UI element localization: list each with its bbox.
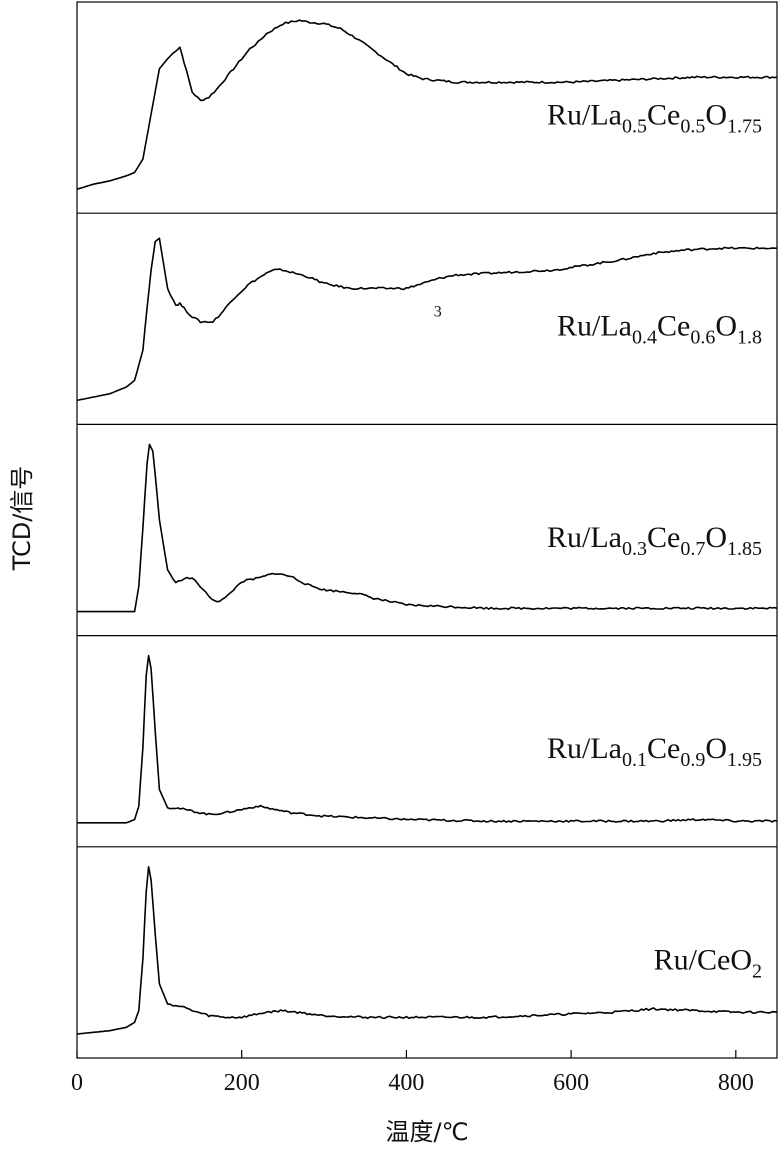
x-tick-label: 200 <box>224 1070 260 1096</box>
y-axis-title: TCD/信号 <box>8 466 36 572</box>
x-tick-label: 600 <box>553 1070 589 1096</box>
series-line-2 <box>76 237 777 402</box>
series-label-5: Ru/CeO2 <box>654 943 762 982</box>
annotation-1: 3 <box>434 304 442 321</box>
plot-frame <box>76 1 778 1059</box>
series-line-4 <box>77 654 778 824</box>
series-label-4: Ru/La0.1Ce0.9O1.95 <box>547 732 762 771</box>
x-tick-label: 400 <box>388 1070 424 1096</box>
x-axis: 0 200 400 600 800 <box>71 1050 754 1096</box>
panel-frames <box>76 1 778 1059</box>
series-traces <box>76 19 778 1035</box>
series-label-2: Ru/La0.4Ce0.6O1.8 <box>557 310 762 349</box>
series-label-1: Ru/La0.5Ce0.5O1.75 <box>547 98 762 137</box>
x-tick-label: 0 <box>71 1070 83 1096</box>
x-tick-label: 800 <box>718 1070 754 1096</box>
series-line-3 <box>77 443 778 613</box>
series-labels: Ru/La0.5Ce0.5O1.75 Ru/La0.4Ce0.6O1.8 Ru/La… <box>547 98 762 982</box>
x-axis-title: 温度/℃ <box>385 1118 468 1146</box>
series-line-1 <box>76 19 778 190</box>
series-label-3: Ru/La0.3Ce0.7O1.85 <box>547 521 762 560</box>
annotations: 3 <box>434 304 442 321</box>
series-line-5 <box>76 866 778 1035</box>
